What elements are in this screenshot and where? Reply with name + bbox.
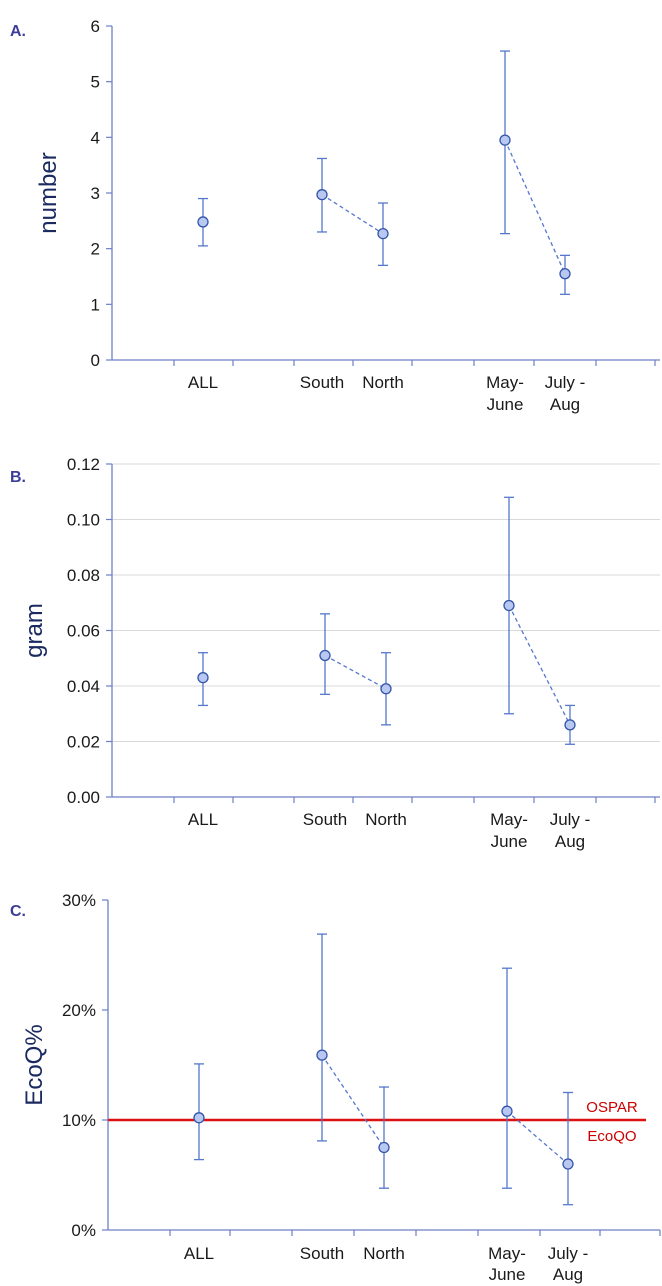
dashed-link bbox=[324, 654, 387, 690]
y-tick-label: 10% bbox=[62, 1111, 96, 1130]
category-label: ALL bbox=[188, 810, 218, 829]
y-tick-label: 0.04 bbox=[67, 677, 100, 696]
dashed-link bbox=[321, 194, 384, 235]
data-point bbox=[564, 719, 576, 731]
y-tick-label: 0.08 bbox=[67, 566, 100, 585]
category-label: North bbox=[363, 1244, 405, 1263]
y-tick-label: 0 bbox=[91, 351, 100, 370]
panel-label: B. bbox=[10, 469, 26, 486]
category-label: May- bbox=[486, 373, 524, 392]
dashed-link bbox=[508, 605, 571, 726]
category-label: May- bbox=[488, 1244, 526, 1263]
dashed-link bbox=[504, 139, 566, 274]
category-label: June bbox=[489, 1265, 526, 1284]
category-label: June bbox=[491, 832, 528, 851]
category-label: ALL bbox=[188, 373, 218, 392]
category-label: Aug bbox=[555, 832, 585, 851]
data-point bbox=[380, 683, 392, 695]
y-tick-label: 0% bbox=[71, 1221, 96, 1240]
y-tick-label: 0.12 bbox=[67, 455, 100, 474]
panel-label: C. bbox=[10, 903, 26, 920]
y-tick-label: 4 bbox=[91, 128, 100, 147]
data-point bbox=[499, 134, 511, 146]
y-tick-label: 30% bbox=[62, 891, 96, 910]
data-point bbox=[377, 227, 389, 240]
dashed-link bbox=[321, 1054, 385, 1148]
data-point bbox=[319, 649, 331, 662]
data-point bbox=[501, 1105, 513, 1117]
category-label: Aug bbox=[553, 1265, 583, 1284]
y-tick-label: 1 bbox=[91, 295, 100, 314]
y-tick-label: 5 bbox=[91, 73, 100, 92]
y-axis-title: EcoQ% bbox=[21, 1024, 48, 1105]
data-point bbox=[316, 1049, 328, 1061]
data-point bbox=[197, 672, 209, 684]
category-label: North bbox=[362, 373, 404, 392]
y-tick-label: 2 bbox=[91, 240, 100, 259]
category-label: North bbox=[365, 810, 407, 829]
y-tick-label: 3 bbox=[91, 184, 100, 203]
data-point bbox=[197, 216, 209, 228]
category-label: South bbox=[300, 1244, 344, 1263]
reference-label: EcoQO bbox=[587, 1128, 636, 1145]
category-label: July - bbox=[550, 810, 591, 829]
chart-panel-2: C. 0% 10% 20% 30% EcoQ% ALL South North May- June J… bbox=[10, 891, 661, 1284]
category-label: July - bbox=[548, 1244, 589, 1263]
data-point bbox=[193, 1112, 205, 1124]
chart-panel-1: B. 0.00 0.02 0.04 0.06 0.08 0.10 0.12 gram ALL Sou… bbox=[10, 455, 660, 851]
data-point bbox=[503, 599, 515, 612]
y-tick-label: 0.06 bbox=[67, 622, 100, 641]
data-point bbox=[559, 268, 571, 280]
data-point bbox=[316, 189, 328, 201]
y-tick-label: 6 bbox=[91, 17, 100, 36]
y-tick-label: 0.00 bbox=[67, 788, 100, 807]
y-tick-label: 0.02 bbox=[67, 733, 100, 752]
y-tick-label: 20% bbox=[62, 1001, 96, 1020]
category-label: June bbox=[487, 395, 524, 414]
chart-panel-0: A. 0 1 2 3 4 5 6 number ALL South North May- June July… bbox=[10, 17, 660, 414]
category-label: South bbox=[300, 373, 344, 392]
y-tick-label: 0.10 bbox=[67, 511, 100, 530]
category-label: Aug bbox=[550, 395, 580, 414]
category-label: July - bbox=[545, 373, 586, 392]
data-point bbox=[562, 1158, 574, 1170]
category-label: South bbox=[303, 810, 347, 829]
panel-label: A. bbox=[10, 23, 26, 40]
category-label: ALL bbox=[184, 1244, 214, 1263]
category-label: May- bbox=[490, 810, 528, 829]
data-point bbox=[378, 1141, 390, 1154]
y-axis-title: gram bbox=[21, 603, 48, 658]
reference-label: OSPAR bbox=[586, 1099, 638, 1116]
y-axis-title: number bbox=[35, 152, 62, 233]
